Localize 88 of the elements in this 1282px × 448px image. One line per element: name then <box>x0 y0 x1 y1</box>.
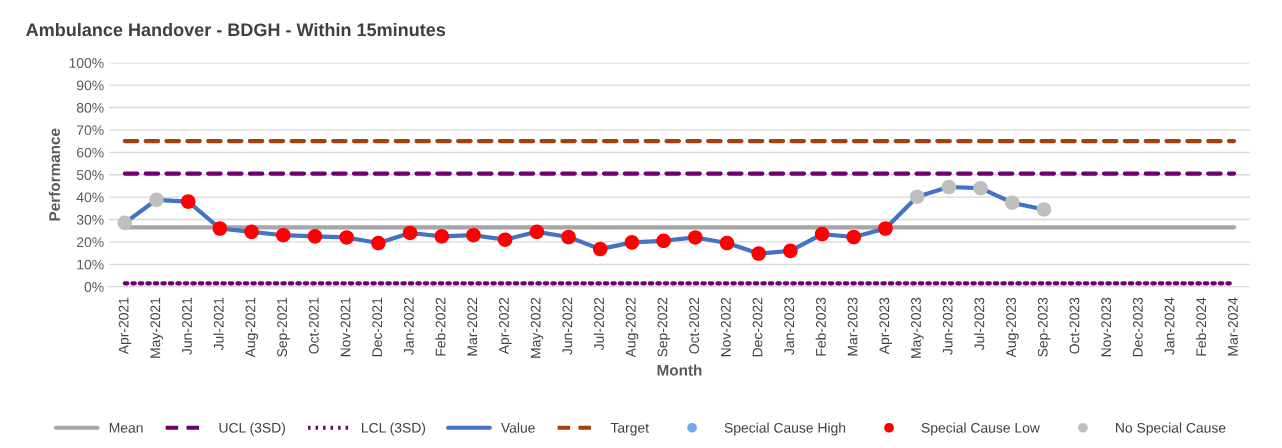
legend-label: Special Cause Low <box>921 422 1040 436</box>
point <box>846 229 862 245</box>
point <box>244 224 259 240</box>
x-tick-label: Aug-2021 <box>245 297 259 358</box>
x-tick-label: Jun-2022 <box>562 297 573 355</box>
x-tick-label: Dec-2021 <box>372 297 383 357</box>
point <box>529 224 545 240</box>
x-tick-label: Feb-2023 <box>815 297 826 356</box>
legend-label: No Special Cause <box>1116 422 1226 436</box>
legend-label: Target <box>610 423 649 436</box>
x-tick-label: Oct-2023 <box>1069 297 1080 354</box>
point <box>402 225 418 241</box>
x-tick-label: Jan-2022 <box>403 297 414 355</box>
legend-label: Value <box>500 422 535 433</box>
legend-label: Special Cause High <box>724 422 846 436</box>
x-tick-label: Oct-2022 <box>689 297 700 354</box>
x-tick-label: May-2022 <box>530 297 544 358</box>
x-tick-label: Feb-2022 <box>435 297 446 356</box>
point <box>1036 202 1052 217</box>
x-tick-label: Sep-2022 <box>657 297 671 357</box>
x-tick-label: Oct-2021 <box>308 297 319 354</box>
point <box>497 232 513 247</box>
x-tick-label: May-2023 <box>911 297 924 358</box>
y-tick-label: 0% <box>84 282 104 292</box>
point <box>276 227 291 243</box>
x-tick-label: Sep-2021 <box>277 297 290 357</box>
x-tick-label: Aug-2022 <box>625 297 639 358</box>
point <box>719 235 735 251</box>
y-tick-label: 50% <box>76 170 104 180</box>
point <box>561 229 576 245</box>
y-tick-label: 90% <box>76 80 104 91</box>
y-tick-label: 70% <box>77 125 104 136</box>
point <box>180 194 196 209</box>
chart-title: Ambulance Handover - BDGH - Within 15minutes <box>26 22 446 37</box>
point <box>688 230 703 245</box>
x-tick-label: Mar-2023 <box>847 297 858 356</box>
point <box>878 221 893 236</box>
point <box>783 243 798 259</box>
point <box>149 192 164 208</box>
y-tick-label: 30% <box>76 214 104 225</box>
x-tick-label: Jan-2023 <box>784 297 795 355</box>
point <box>624 235 640 250</box>
point <box>973 180 988 196</box>
x-tick-label: Nov-2021 <box>340 297 351 357</box>
point <box>751 246 766 261</box>
x-tick-label: Apr-2023 <box>879 297 892 355</box>
y-tick-label: 80% <box>76 102 104 113</box>
point <box>941 179 957 195</box>
point <box>466 227 481 243</box>
x-tick-label: Mar-2022 <box>467 297 478 356</box>
y-tick-label: 40% <box>76 192 104 203</box>
x-tick-label: Nov-2022 <box>720 297 731 357</box>
x-tick-label: Dec-2022 <box>752 297 763 357</box>
y-tick-label: 100% <box>69 58 104 68</box>
point <box>656 233 671 249</box>
point <box>371 235 386 251</box>
y-tick-label: 60% <box>77 147 104 158</box>
x-tick-label: Sep-2023 <box>1037 297 1051 357</box>
legend-label: LCL (3SD) <box>361 422 426 436</box>
legend-label: UCL (3SD) <box>219 422 285 436</box>
x-tick-label: Jun-2021 <box>182 297 192 355</box>
x-tick-label: Mar-2024 <box>1228 297 1238 356</box>
legend-label: Mean <box>109 423 143 433</box>
x-tick-label: Dec-2023 <box>1132 297 1143 357</box>
point <box>434 229 450 244</box>
x-tick-label: Apr-2022 <box>499 297 512 355</box>
x-tick-label: Jun-2023 <box>942 297 953 355</box>
point <box>339 230 354 245</box>
point <box>307 229 323 244</box>
point <box>814 226 830 242</box>
point <box>592 241 608 257</box>
x-tick-label: Jul-2023 <box>974 297 985 351</box>
x-tick-label: Nov-2023 <box>1101 297 1112 357</box>
point <box>909 189 925 204</box>
y-axis-title: Performance <box>48 128 61 221</box>
x-tick-label: Apr-2021 <box>118 297 132 355</box>
y-tick-label: 10% <box>77 259 104 270</box>
x-tick-label: Jan-2024 <box>1164 297 1175 355</box>
x-tick-label: Aug-2023 <box>1006 297 1019 358</box>
x-tick-label: Feb-2024 <box>1195 297 1207 356</box>
point <box>117 215 133 231</box>
y-tick-label: 20% <box>77 237 104 248</box>
point <box>1004 195 1020 210</box>
x-tick-label: May-2021 <box>150 297 163 358</box>
x-axis-title: Month <box>657 364 702 376</box>
point <box>212 221 228 236</box>
x-tick-label: Jul-2022 <box>593 297 604 351</box>
x-tick-label: Jul-2021 <box>213 297 224 351</box>
